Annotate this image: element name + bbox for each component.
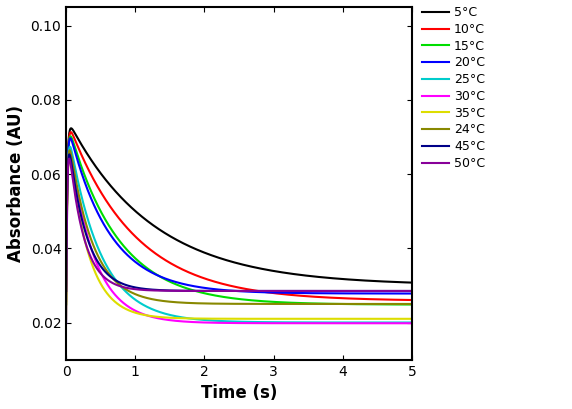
Legend: 5°C, 10°C, 15°C, 20°C, 25°C, 30°C, 35°C, 24°C, 45°C, 50°C: 5°C, 10°C, 15°C, 20°C, 25°C, 30°C, 35°C,… — [422, 6, 485, 170]
X-axis label: Time (s): Time (s) — [201, 384, 277, 402]
Y-axis label: Absorbance (AU): Absorbance (AU) — [7, 105, 25, 262]
